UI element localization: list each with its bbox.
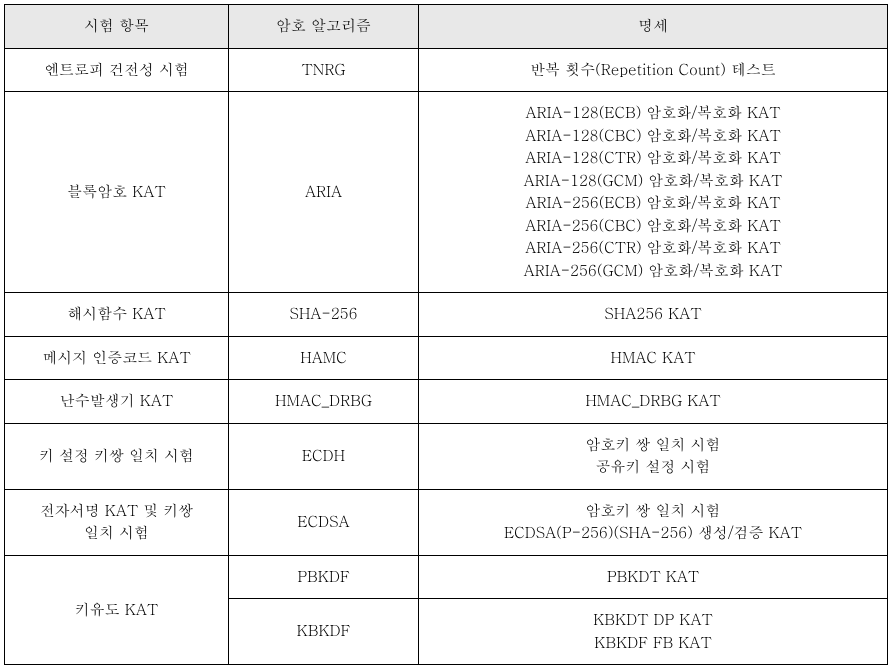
cell-algorithm: KBKDF xyxy=(229,599,419,665)
table-row: 전자서명 KAT 및 키쌍 일치 시험 ECDSA 암호키 쌍 일치 시험 EC… xyxy=(5,489,888,555)
table-row: 난수발생기 KAT HMAC_DRBG HMAC_DRBG KAT xyxy=(5,380,888,424)
cell-spec: HMAC_DRBG KAT xyxy=(419,380,888,424)
cell-test-item: 메시지 인증코드 KAT xyxy=(5,336,229,380)
table-row: 블록암호 KAT ARIA ARIA-128(ECB) 암호화/복호화 KAT … xyxy=(5,92,888,293)
header-algorithm: 암호 알고리즘 xyxy=(229,5,419,49)
table-row: 해시함수 KAT SHA-256 SHA256 KAT xyxy=(5,293,888,337)
cell-algorithm: ECDH xyxy=(229,423,419,489)
cell-algorithm: TNRG xyxy=(229,48,419,92)
cell-spec: PBKDT KAT xyxy=(419,555,888,599)
cell-algorithm: HMAC_DRBG xyxy=(229,380,419,424)
spec-table: 시험 항목 암호 알고리즘 명세 엔트로피 건전성 시험 TNRG 반복 횟수(… xyxy=(4,4,888,665)
cell-spec: 암호키 쌍 일치 시험 공유키 설정 시험 xyxy=(419,423,888,489)
cell-spec: HMAC KAT xyxy=(419,336,888,380)
cell-spec: ARIA-128(ECB) 암호화/복호화 KAT ARIA-128(CBC) … xyxy=(419,92,888,293)
header-spec: 명세 xyxy=(419,5,888,49)
cell-algorithm: ARIA xyxy=(229,92,419,293)
table-row: 메시지 인증코드 KAT HAMC HMAC KAT xyxy=(5,336,888,380)
cell-spec: SHA256 KAT xyxy=(419,293,888,337)
cell-algorithm: HAMC xyxy=(229,336,419,380)
cell-spec: 반복 횟수(Repetition Count) 테스트 xyxy=(419,48,888,92)
cell-test-item: 엔트로피 건전성 시험 xyxy=(5,48,229,92)
cell-test-item: 전자서명 KAT 및 키쌍 일치 시험 xyxy=(5,489,229,555)
cell-algorithm: ECDSA xyxy=(229,489,419,555)
table-header-row: 시험 항목 암호 알고리즘 명세 xyxy=(5,5,888,49)
cell-test-item: 난수발생기 KAT xyxy=(5,380,229,424)
cell-test-item: 키 설정 키쌍 일치 시험 xyxy=(5,423,229,489)
cell-test-item: 키유도 KAT xyxy=(5,555,229,665)
cell-spec: 암호키 쌍 일치 시험 ECDSA(P-256)(SHA-256) 생성/검증 … xyxy=(419,489,888,555)
cell-algorithm: SHA-256 xyxy=(229,293,419,337)
header-test-item: 시험 항목 xyxy=(5,5,229,49)
cell-test-item: 블록암호 KAT xyxy=(5,92,229,293)
table-row: 키유도 KAT PBKDF PBKDT KAT xyxy=(5,555,888,599)
table-row: 엔트로피 건전성 시험 TNRG 반복 횟수(Repetition Count)… xyxy=(5,48,888,92)
cell-test-item: 해시함수 KAT xyxy=(5,293,229,337)
table-row: 키 설정 키쌍 일치 시험 ECDH 암호키 쌍 일치 시험 공유키 설정 시험 xyxy=(5,423,888,489)
cell-algorithm: PBKDF xyxy=(229,555,419,599)
cell-spec: KBKDT DP KAT KBKDF FB KAT xyxy=(419,599,888,665)
